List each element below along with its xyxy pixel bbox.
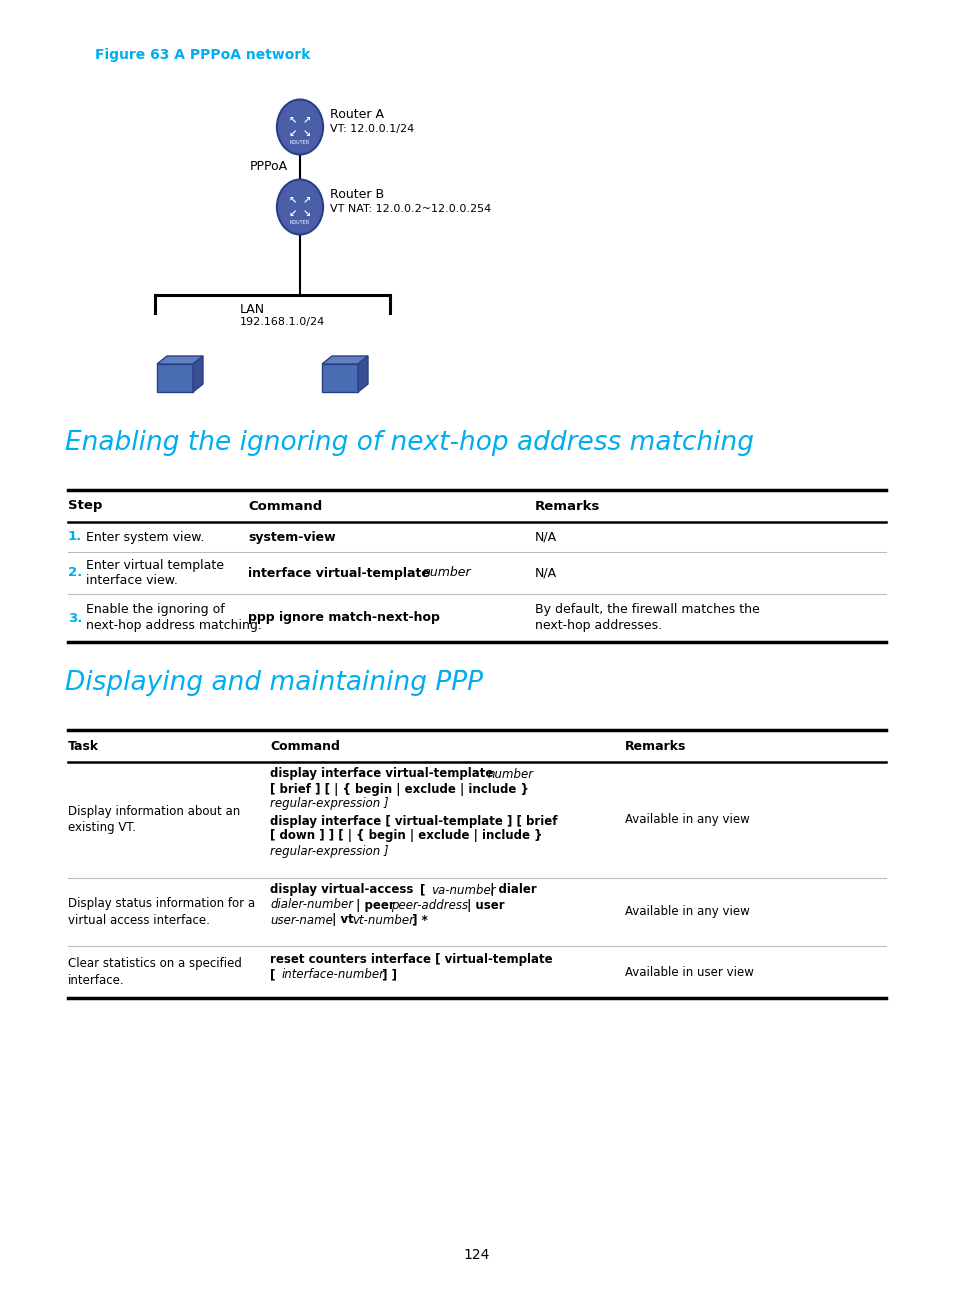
Text: | vt: | vt [328,914,357,927]
Text: vt-number: vt-number [352,914,414,927]
Text: interface.: interface. [68,973,125,986]
Text: | peer: | peer [352,898,398,911]
Text: virtual access interface.: virtual access interface. [68,914,210,927]
Text: 2.: 2. [68,566,82,579]
Text: display virtual-access: display virtual-access [270,884,413,897]
Text: Enter virtual template: Enter virtual template [86,560,224,573]
Text: ROUTER: ROUTER [290,220,310,226]
Text: Router B: Router B [330,188,384,201]
Text: [: [ [270,968,279,981]
Text: next-hop addresses.: next-hop addresses. [535,619,661,632]
Text: ↖: ↖ [289,115,296,124]
Text: Available in any view: Available in any view [624,814,749,827]
Text: Available in any view: Available in any view [624,906,749,919]
Text: reset counters interface [ virtual-template: reset counters interface [ virtual-templ… [270,954,552,967]
Polygon shape [357,356,368,391]
Text: regular-expression ]: regular-expression ] [270,845,388,858]
Text: ↖: ↖ [289,194,296,205]
Text: 1.: 1. [68,530,82,543]
Ellipse shape [276,180,323,235]
Text: number: number [422,566,471,579]
Text: Router A: Router A [330,109,384,122]
Text: [: [ [419,884,429,897]
Text: Display information about an: Display information about an [68,806,240,819]
Text: N/A: N/A [535,530,557,543]
Text: ↙: ↙ [289,209,296,219]
Text: Clear statistics on a specified: Clear statistics on a specified [68,958,242,971]
Text: Figure 63 A PPPoA network: Figure 63 A PPPoA network [95,48,310,62]
Text: Enter system view.: Enter system view. [86,530,204,543]
Text: By default, the firewall matches the: By default, the firewall matches the [535,604,759,617]
Text: VT NAT: 12.0.0.2~12.0.0.254: VT NAT: 12.0.0.2~12.0.0.254 [330,203,491,214]
Text: | user: | user [462,898,504,911]
Text: N/A: N/A [535,566,557,579]
Text: Remarks: Remarks [624,740,685,753]
Text: Remarks: Remarks [535,499,599,512]
Text: regular-expression ]: regular-expression ] [270,797,388,810]
Text: va-number: va-number [431,884,496,897]
Text: system-view: system-view [248,530,335,543]
Text: peer-address: peer-address [391,898,468,911]
Ellipse shape [276,100,323,154]
Text: 124: 124 [463,1248,490,1262]
Text: Enabling the ignoring of next-hop address matching: Enabling the ignoring of next-hop addres… [65,430,753,456]
Text: 192.168.1.0/24: 192.168.1.0/24 [240,318,325,327]
Polygon shape [193,356,203,391]
Polygon shape [157,356,203,364]
Text: Displaying and maintaining PPP: Displaying and maintaining PPP [65,670,482,696]
Text: ↗: ↗ [303,194,311,205]
Text: next-hop address matching.: next-hop address matching. [86,619,262,632]
Text: ppp ignore match-next-hop: ppp ignore match-next-hop [248,612,439,625]
Text: 3.: 3. [68,612,82,625]
Text: ] *: ] * [408,914,428,927]
Text: interface virtual-template: interface virtual-template [248,566,434,579]
Text: Available in user view: Available in user view [624,966,753,978]
Text: Command: Command [248,499,322,512]
Text: | dialer: | dialer [485,884,537,897]
FancyBboxPatch shape [322,364,357,391]
Text: Enable the ignoring of: Enable the ignoring of [86,604,225,617]
Text: [ down ] ] [ | { begin | exclude | include }: [ down ] ] [ | { begin | exclude | inclu… [270,829,542,842]
Text: number: number [488,767,534,780]
Text: Display status information for a: Display status information for a [68,898,254,911]
Text: VT: 12.0.0.1/24: VT: 12.0.0.1/24 [330,124,414,133]
Text: ] ]: ] ] [377,968,396,981]
Text: Task: Task [68,740,99,753]
Text: ↘: ↘ [303,130,311,139]
FancyBboxPatch shape [157,364,193,391]
Text: ↗: ↗ [303,115,311,124]
Text: ROUTER: ROUTER [290,140,310,145]
Text: ↘: ↘ [303,209,311,219]
Text: user-name: user-name [270,914,333,927]
Polygon shape [322,356,368,364]
Text: ↙: ↙ [289,130,296,139]
Text: display interface virtual-template: display interface virtual-template [270,767,497,780]
Text: Step: Step [68,499,102,512]
Text: PPPoA: PPPoA [250,161,288,174]
Text: Command: Command [270,740,339,753]
Text: display interface [ virtual-template ] [ brief: display interface [ virtual-template ] [… [270,814,557,828]
Text: dialer-number: dialer-number [270,898,353,911]
Text: LAN: LAN [240,303,265,316]
Text: interface-number: interface-number [282,968,385,981]
Text: existing VT.: existing VT. [68,822,136,835]
Text: [ brief ] [ | { begin | exclude | include }: [ brief ] [ | { begin | exclude | includ… [270,783,528,796]
Text: interface view.: interface view. [86,574,177,587]
